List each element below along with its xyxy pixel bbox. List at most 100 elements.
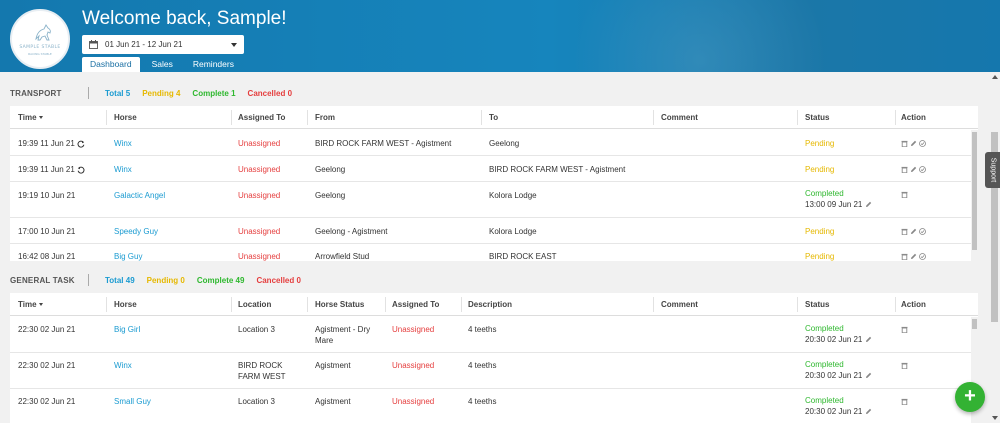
tab-reminders[interactable]: Reminders: [192, 59, 234, 69]
tab-sales[interactable]: Sales: [151, 59, 173, 69]
general-task-complete[interactable]: Complete 49: [196, 275, 245, 285]
horse-link[interactable]: Galactic Angel: [114, 191, 166, 200]
column-status[interactable]: Status: [805, 300, 830, 309]
column-action[interactable]: Action: [901, 113, 926, 122]
pencil-icon[interactable]: [910, 253, 917, 260]
description-cell: 4 teeths: [468, 325, 497, 334]
trash-icon[interactable]: [901, 191, 908, 199]
column-time[interactable]: Time: [18, 113, 43, 122]
pencil-icon[interactable]: [910, 228, 917, 235]
column-comment[interactable]: Comment: [661, 300, 698, 309]
general-task-scrollbar[interactable]: [971, 317, 978, 423]
column-assigned-to[interactable]: Assigned To: [392, 300, 440, 309]
time-cell: 22:30 02 Jun 21: [18, 361, 76, 370]
trash-icon[interactable]: [901, 326, 908, 334]
to-cell: Kolora Lodge: [489, 227, 537, 236]
column-divider: [106, 297, 107, 312]
plus-icon: +: [964, 385, 976, 407]
column-divider: [797, 297, 798, 312]
transport-complete[interactable]: Complete 1: [192, 88, 236, 98]
table-row: 19:39 11 Jun 21 Winx Unassigned BIRD ROC…: [10, 130, 978, 156]
horse-link[interactable]: Winx: [114, 361, 132, 370]
undo-icon: [77, 166, 85, 174]
logo-subtext: RACING STABLE: [28, 52, 52, 56]
table-row: 19:19 10 Jun 21 Galactic Angel Unassigne…: [10, 182, 978, 218]
column-time[interactable]: Time: [18, 300, 43, 309]
horse-link[interactable]: Big Girl: [114, 325, 141, 334]
column-horse[interactable]: Horse: [114, 113, 137, 122]
transport-pending[interactable]: Pending 4: [142, 88, 181, 98]
horse-link[interactable]: Small Guy: [114, 397, 151, 406]
pencil-icon[interactable]: [865, 372, 872, 379]
row-actions: [901, 251, 927, 261]
divider: [88, 87, 89, 99]
from-cell: Geelong - Agistment: [315, 227, 388, 236]
trash-icon[interactable]: [901, 253, 908, 261]
column-divider: [307, 297, 308, 312]
column-location[interactable]: Location: [238, 300, 272, 309]
to-cell: Geelong: [489, 139, 520, 148]
column-horse[interactable]: Horse: [114, 300, 137, 309]
transport-cancelled[interactable]: Cancelled 0: [247, 88, 293, 98]
column-to[interactable]: To: [489, 113, 499, 122]
horse-link[interactable]: Speedy Guy: [114, 227, 159, 236]
transport-total[interactable]: Total 5: [105, 88, 131, 98]
general-task-total[interactable]: Total 49: [105, 275, 135, 285]
column-divider: [797, 110, 798, 125]
column-assigned-to[interactable]: Assigned To: [238, 113, 286, 122]
scroll-down-icon[interactable]: [992, 416, 998, 420]
check-circle-icon[interactable]: [919, 166, 927, 174]
general-task-cancelled[interactable]: Cancelled 0: [256, 275, 301, 285]
pencil-icon[interactable]: [865, 408, 872, 415]
row-actions: [901, 189, 908, 200]
status-date: 20:30 02 Jun 21: [805, 370, 872, 381]
app-header: SAMPLE STABLE RACING STABLE Welcome back…: [0, 0, 1000, 72]
pencil-icon[interactable]: [865, 201, 872, 208]
trash-icon[interactable]: [901, 166, 908, 174]
scrollbar-thumb[interactable]: [972, 132, 977, 250]
transport-scrollbar[interactable]: [971, 130, 978, 261]
trash-icon[interactable]: [901, 398, 908, 406]
status-badge: Pending: [805, 165, 835, 174]
support-tab[interactable]: Support: [985, 152, 1000, 188]
add-button[interactable]: +: [955, 382, 985, 412]
tab-dashboard[interactable]: Dashboard: [82, 57, 140, 72]
sort-down-icon: [38, 303, 43, 307]
trash-icon[interactable]: [901, 140, 908, 148]
column-status[interactable]: Status: [805, 113, 830, 122]
scrollbar-thumb[interactable]: [972, 319, 977, 329]
horse-link[interactable]: Big Guy: [114, 252, 143, 261]
logo-text: SAMPLE STABLE: [19, 45, 61, 50]
page-scrollbar-thumb[interactable]: [991, 132, 998, 322]
pencil-icon[interactable]: [865, 336, 872, 343]
date-range-picker[interactable]: 01 Jun 21 - 12 Jun 21: [82, 35, 244, 54]
check-circle-icon[interactable]: [919, 228, 927, 236]
check-circle-icon[interactable]: [919, 140, 927, 148]
page-scrollbar[interactable]: [990, 72, 1000, 423]
chevron-down-icon: [231, 42, 237, 47]
column-from[interactable]: From: [315, 113, 335, 122]
horse-status-cell: Agistment: [315, 397, 351, 406]
trash-icon[interactable]: [901, 228, 908, 236]
to-cell: Kolora Lodge: [489, 191, 537, 200]
column-divider: [106, 110, 107, 125]
description-cell: 4 teeths: [468, 361, 497, 370]
status-date: 13:00 09 Jun 21: [805, 199, 872, 210]
trash-icon[interactable]: [901, 362, 908, 370]
status-badge: Pending: [805, 227, 835, 236]
pencil-icon[interactable]: [910, 166, 917, 173]
column-description[interactable]: Description: [468, 300, 513, 309]
check-circle-icon[interactable]: [919, 253, 927, 261]
pencil-icon[interactable]: [910, 140, 917, 147]
horse-link[interactable]: Winx: [114, 139, 132, 148]
general-task-table: Time Horse Location Horse Status Assigne…: [10, 293, 978, 423]
assigned-to-cell: Unassigned: [392, 397, 435, 406]
scroll-up-icon[interactable]: [992, 75, 998, 79]
stable-logo[interactable]: SAMPLE STABLE RACING STABLE: [10, 9, 70, 69]
column-comment[interactable]: Comment: [661, 113, 698, 122]
column-action[interactable]: Action: [901, 300, 926, 309]
column-divider: [231, 110, 232, 125]
horse-link[interactable]: Winx: [114, 165, 132, 174]
general-task-pending[interactable]: Pending 0: [146, 275, 185, 285]
column-horse-status[interactable]: Horse Status: [315, 300, 365, 309]
